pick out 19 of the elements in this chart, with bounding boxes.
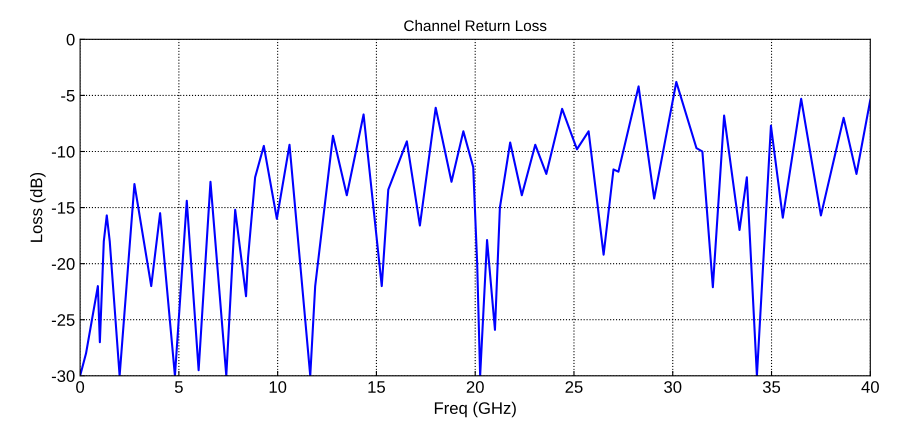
y-tick-label: -5: [61, 90, 75, 102]
x-tick-label: 25: [566, 381, 583, 393]
x-tick-label: 15: [368, 381, 385, 393]
y-tick-label: -10: [52, 146, 75, 158]
y-tick-label: -30: [52, 370, 75, 382]
x-tick-label: 20: [466, 381, 484, 393]
y-tick-label: -25: [52, 314, 75, 326]
x-tick-label: 40: [861, 381, 879, 393]
y-tick-label: -15: [52, 202, 75, 214]
x-tick-label: 30: [664, 381, 682, 393]
chart-title: Channel Return Loss: [404, 20, 546, 32]
x-tick-label: 10: [270, 381, 286, 393]
x-tick-label: 5: [174, 381, 183, 393]
y-tick-label: -20: [52, 258, 75, 270]
x-tick-label: 0: [76, 381, 84, 393]
y-axis-title: Loss (dB): [30, 172, 46, 242]
x-tick-label: 35: [762, 381, 780, 393]
x-axis-title: Freq (GHz): [434, 402, 516, 418]
y-tick-label: 0: [66, 34, 75, 46]
